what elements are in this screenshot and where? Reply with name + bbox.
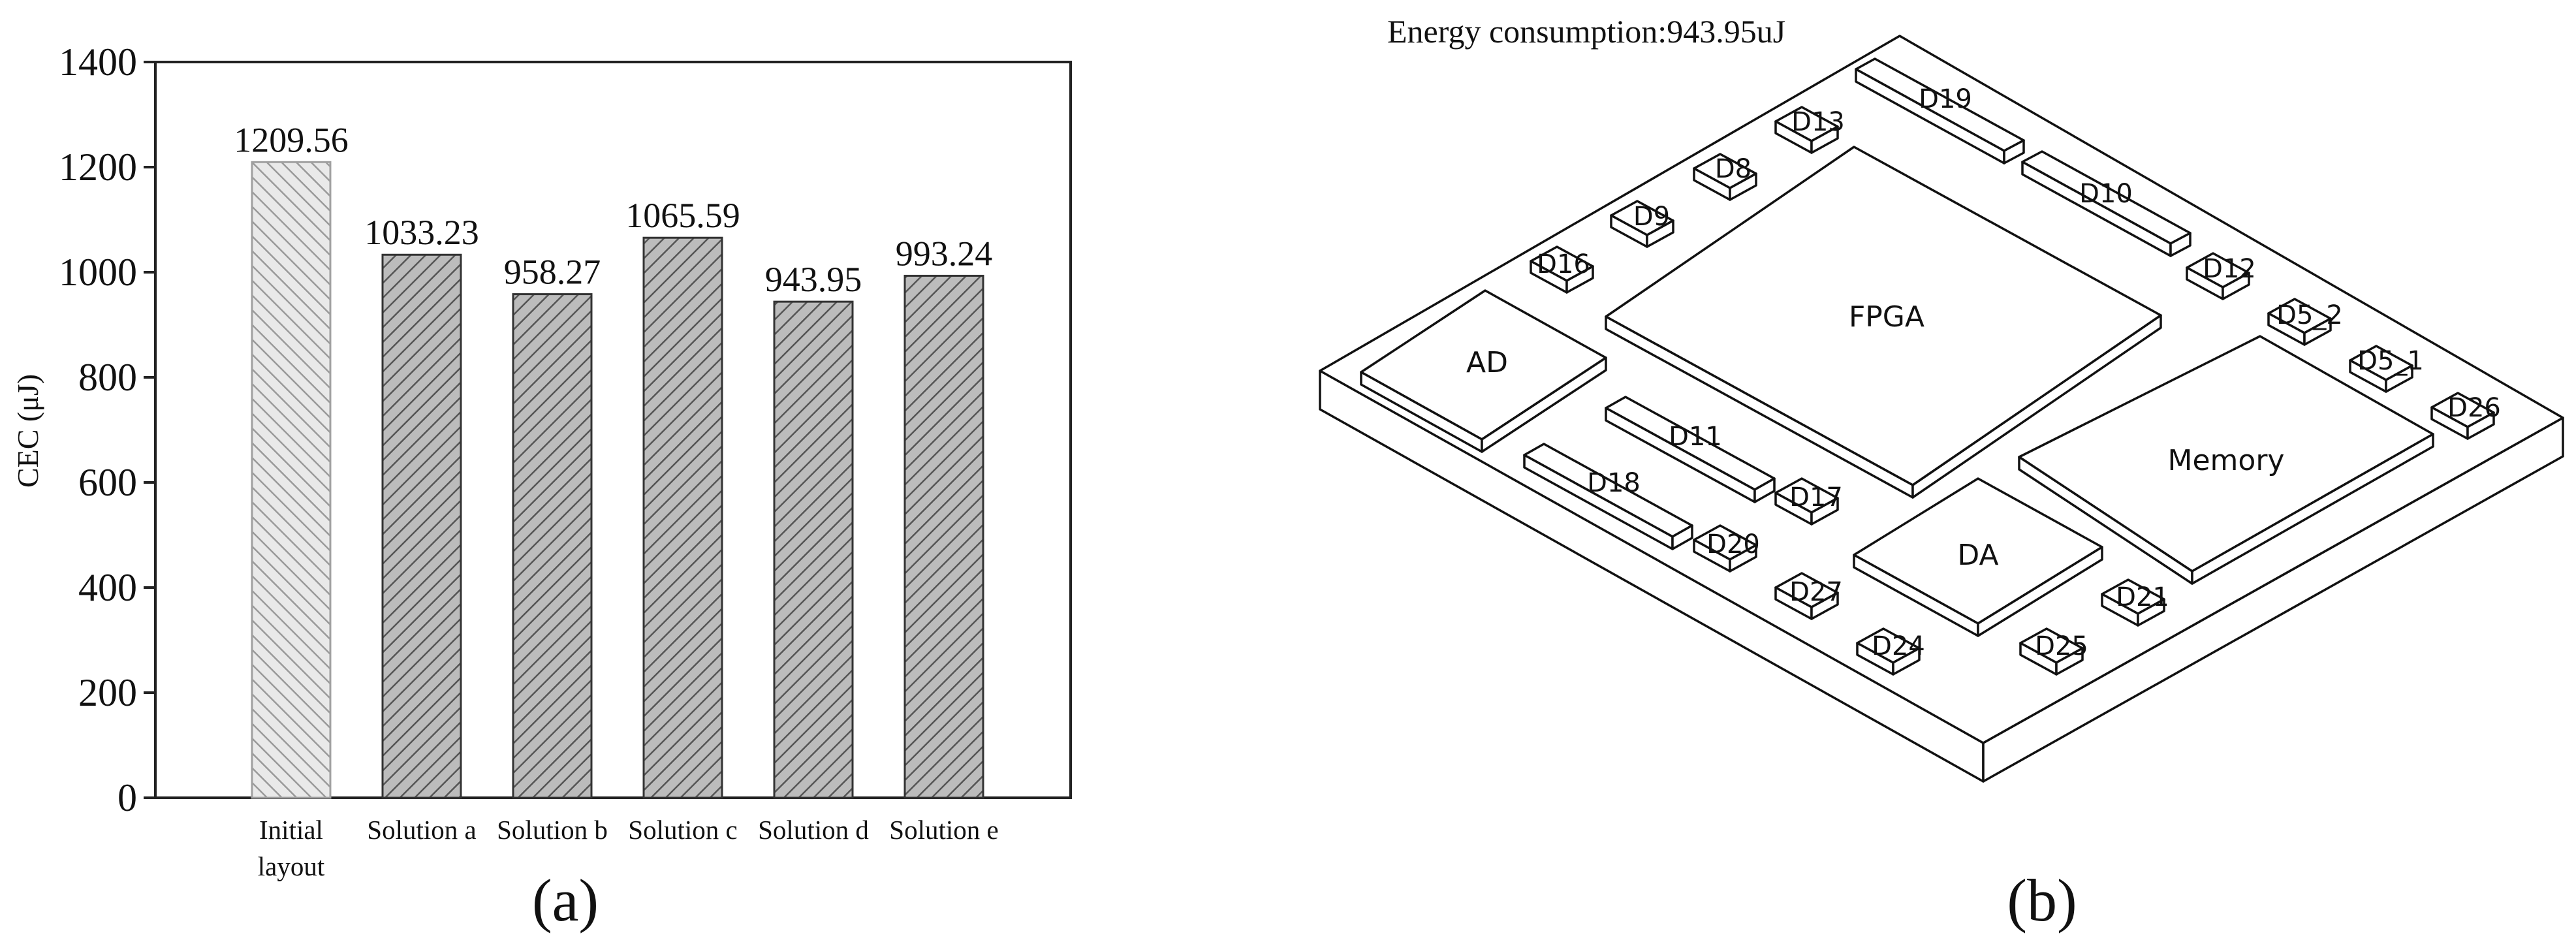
svg-text:D20: D20 <box>1706 529 1760 559</box>
component-d17: D17 <box>1774 477 1843 526</box>
component-d5-1: D5_1 <box>2349 345 2424 393</box>
component-d20: D20 <box>1693 524 1760 573</box>
component-fpga: FPGA <box>1605 146 2162 499</box>
y-tick-label: 600 <box>78 461 137 504</box>
component-d25: D25 <box>2019 627 2088 676</box>
y-axis-title: CEC (μJ) <box>11 374 44 488</box>
svg-text:D5_1: D5_1 <box>2357 346 2424 376</box>
svg-text:D19: D19 <box>1919 84 1972 114</box>
svg-text:D10: D10 <box>2079 179 2133 209</box>
svg-text:D17: D17 <box>1789 482 1843 512</box>
svg-text:D8: D8 <box>1715 154 1751 184</box>
y-axis: 0 200 400 600 800 1000 1200 1400 <box>59 40 155 819</box>
x-category-label: Solution b <box>497 815 608 845</box>
component-d26: D26 <box>2430 392 2501 440</box>
svg-text:Memory: Memory <box>2168 444 2285 477</box>
y-tick-label: 0 <box>118 776 137 819</box>
bar <box>642 236 723 799</box>
bar <box>512 293 593 799</box>
svg-text:FPGA: FPGA <box>1849 300 1924 334</box>
y-tick-label: 200 <box>78 671 137 714</box>
bar-value-label: 943.95 <box>765 260 862 299</box>
panel-b-label: (b) <box>2007 867 2077 934</box>
component-memory: Memory <box>2018 335 2434 585</box>
x-category-label: Initial <box>259 815 323 845</box>
svg-text:DA: DA <box>1957 539 1998 572</box>
component-da: DA <box>1853 477 2103 637</box>
component-layout-diagram: Energy consumption:943.95uJ D19 D13 D8 <box>1319 13 2564 934</box>
panel-a-label: (a) <box>532 867 599 934</box>
component-d27: D27 <box>1774 572 1843 620</box>
x-category-label: Solution e <box>889 815 998 845</box>
bar-value-label: 1065.59 <box>625 196 740 235</box>
svg-text:D11: D11 <box>1669 422 1722 452</box>
component-d8: D8 <box>1693 153 1757 201</box>
bar-chart: 0 200 400 600 800 1000 1200 1400 1209.56 1033.23… <box>11 40 1072 934</box>
bar <box>381 253 462 799</box>
bar-value-label: 1033.23 <box>364 213 479 252</box>
svg-text:AD: AD <box>1466 346 1508 379</box>
svg-text:D13: D13 <box>1791 107 1845 137</box>
x-category-label: Solution c <box>628 815 737 845</box>
svg-text:D21: D21 <box>2116 582 2169 612</box>
component-d5-2: D5_2 <box>2267 298 2343 346</box>
bar-value-label: 958.27 <box>504 253 601 292</box>
component-d21: D21 <box>2101 578 2169 627</box>
svg-text:D25: D25 <box>2035 631 2088 661</box>
component-d13: D13 <box>1774 106 1845 154</box>
plot-frame <box>154 61 1072 799</box>
svg-text:D18: D18 <box>1587 468 1641 498</box>
y-tick-label: 1400 <box>59 40 137 84</box>
component-d19: D19 <box>1855 57 2025 165</box>
x-axis-labels: Initial layout Solution a Solution b Solutio… <box>258 815 999 881</box>
component-d12: D12 <box>2186 252 2256 300</box>
bar-value-label: 993.24 <box>896 234 993 273</box>
component-d18: D18 <box>1523 443 1693 550</box>
svg-text:D12: D12 <box>2203 254 2256 284</box>
y-tick-label: 800 <box>78 356 137 399</box>
svg-text:D27: D27 <box>1789 577 1843 607</box>
component-d9: D9 <box>1610 200 1674 248</box>
component-d11: D11 <box>1605 396 1776 503</box>
component-d10: D10 <box>2021 150 2191 257</box>
bars: 1209.56 1033.23 958.27 1065.59 943.95 993.24 <box>234 120 993 799</box>
component-d24: D24 <box>1856 627 1925 676</box>
bar <box>773 300 854 799</box>
svg-text:D16: D16 <box>1537 249 1590 279</box>
bar-value-label: 1209.56 <box>234 120 349 159</box>
x-category-label: layout <box>258 851 325 881</box>
svg-text:D26: D26 <box>2447 393 2501 423</box>
energy-consumption-text: Energy consumption:943.95uJ <box>1387 13 1785 50</box>
svg-text:D24: D24 <box>1872 631 1925 661</box>
svg-text:D5_2: D5_2 <box>2276 300 2343 330</box>
bar <box>251 161 332 799</box>
y-tick-label: 1000 <box>59 251 137 294</box>
x-category-label: Solution d <box>758 815 869 845</box>
x-category-label: Solution a <box>367 815 476 845</box>
y-tick-label: 400 <box>78 566 137 609</box>
bar <box>903 274 984 799</box>
svg-text:D9: D9 <box>1633 202 1670 232</box>
component-d16: D16 <box>1530 245 1594 294</box>
component-ad: AD <box>1360 289 1607 453</box>
y-tick-label: 1200 <box>59 146 137 189</box>
